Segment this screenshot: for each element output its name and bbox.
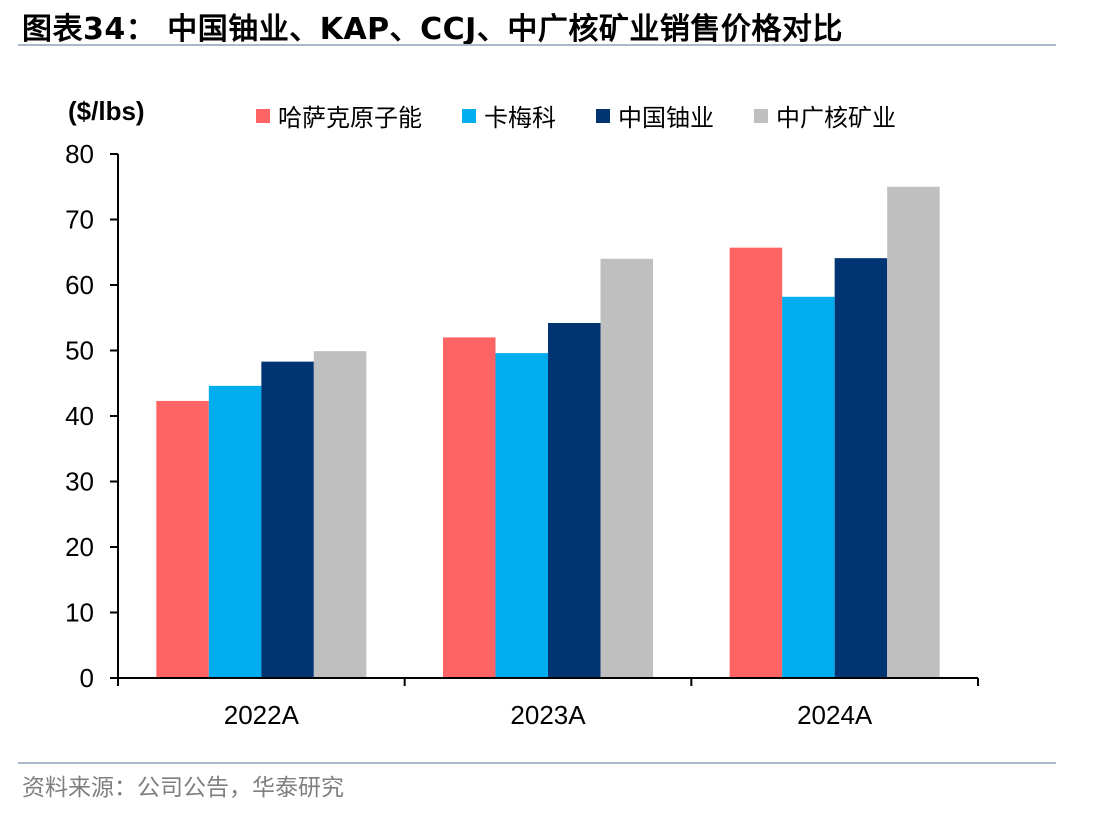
y-tick-label: 60 [65,270,94,300]
title-divider [18,44,1056,46]
legend-swatch [754,108,768,123]
legend-item-4: 中广核矿业 [754,98,896,133]
y-tick-label: 40 [65,401,94,431]
legend-swatch [596,108,610,123]
x-tick-label: 2023A [510,700,586,730]
y-tick-label: 70 [65,205,94,235]
y-tick-label: 30 [65,467,94,497]
bar-1-2023A [443,337,496,678]
legend: 哈萨克原子能 卡梅科 中国铀业 中广核矿业 [256,98,936,133]
legend-label: 哈萨克原子能 [278,104,422,132]
legend-swatch [462,108,476,123]
bar-2-2022A [208,385,262,678]
legend-label: 中国铀业 [618,104,714,132]
y-tick-label: 80 [65,139,94,169]
legend-swatch [256,108,270,123]
bar-4-2022A [313,351,367,678]
x-tick-label: 2022A [224,700,300,730]
axes-group: 2022A 2023A 2024A 0 10 20 30 40 50 60 70 80 [65,139,979,730]
bars-group [156,186,940,679]
legend-label: 卡梅科 [484,104,556,132]
bar-2-2023A [495,353,548,678]
source-divider [18,762,1056,764]
legend-item-2: 卡梅科 [462,98,556,133]
bar-1-2024A [729,247,783,679]
bar-1-2022A [156,400,209,678]
legend-item-1: 哈萨克原子能 [256,98,422,133]
y-tick-label: 20 [65,532,94,562]
y-axis-unit-label: ($/lbs) [68,96,145,126]
y-tick-label: 0 [80,663,94,693]
legend-label: 中广核矿业 [776,104,896,132]
bar-2-2024A [782,296,835,678]
bar-4-2024A [887,186,940,678]
legend-item-3: 中国铀业 [596,98,714,133]
x-tick-label: 2024A [797,700,873,730]
bar-3-2024A [834,258,888,678]
figure-title: 图表34： 中国铀业、KAP、CCJ、中广核矿业销售价格对比 [22,12,843,47]
bar-3-2022A [261,361,314,678]
y-tick-label: 10 [65,598,94,628]
bar-4-2023A [600,258,653,678]
bar-chart: ($/lbs) 2022A 2023A 2024A 0 10 20 30 40 50 60 70 80 [65,96,979,730]
bar-3-2023A [548,322,601,678]
y-tick-label: 50 [65,336,94,366]
source-note: 资料来源：公司公告，华泰研究 [22,775,344,801]
